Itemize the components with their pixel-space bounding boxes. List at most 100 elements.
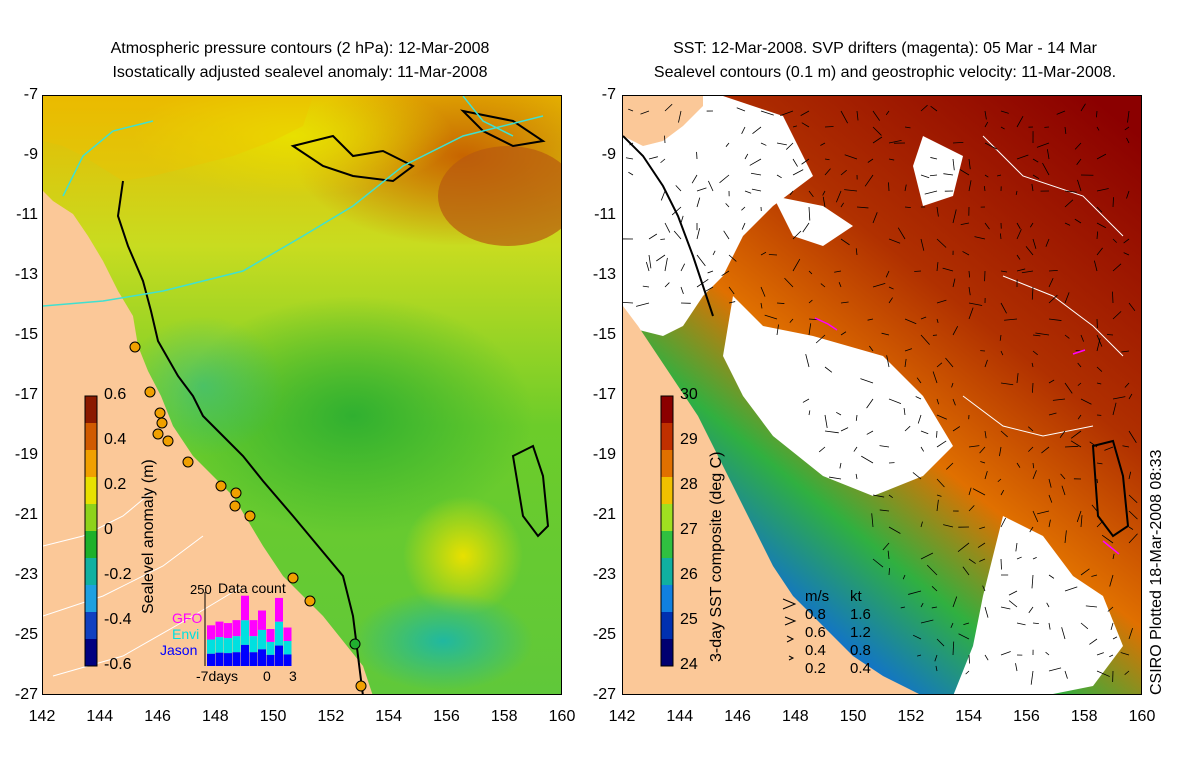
- count-bar-gfo: [215, 621, 224, 638]
- velocity-arrow: [950, 622, 954, 629]
- y-tick-label: -23: [592, 566, 616, 583]
- velocity-arrow: [1048, 318, 1062, 321]
- count-bar-gfo: [249, 620, 258, 637]
- velocity-arrow: [1128, 471, 1132, 480]
- velocity-arrow: [1064, 292, 1070, 304]
- velocity-arrow: [952, 278, 956, 288]
- count-bar-envi: [232, 636, 241, 653]
- y-tick-label: -25: [14, 626, 38, 643]
- velocity-arrow: [840, 331, 847, 336]
- colorbar-segment: [661, 639, 673, 667]
- velocity-arrow: [984, 110, 987, 120]
- x-tick-label: 152: [317, 708, 345, 725]
- velocity-arrow: [719, 174, 730, 184]
- velocity-arrow: [1128, 302, 1136, 312]
- velocity-arrow: [1041, 446, 1050, 454]
- velocity-arrow: [840, 202, 845, 208]
- velocity-arrow: [962, 251, 970, 256]
- velocity-arrow: [1120, 652, 1130, 656]
- velocity-arrow: [801, 158, 810, 165]
- velocity-arrow: [915, 396, 922, 400]
- velocity-arrow: [1000, 382, 1014, 386]
- velocity-arrow: [888, 494, 893, 498]
- velocity-arrow: [656, 254, 666, 262]
- velocity-arrow: [1064, 530, 1067, 544]
- y-tick-label: -21: [14, 506, 38, 523]
- velocity-arrow: [936, 299, 947, 304]
- velocity-arrow: [1048, 269, 1058, 272]
- velocity-arrow: [984, 222, 990, 230]
- colorbar-tick-label: 0.4: [104, 431, 127, 448]
- velocity-kt: 1.6: [850, 606, 871, 623]
- velocity-arrow: [968, 445, 980, 448]
- colorbar-segment: [85, 585, 97, 613]
- velocity-arrow: [1048, 667, 1062, 672]
- count-bar-gfo: [283, 627, 292, 641]
- velocity-arrow: [805, 354, 810, 368]
- yellow-eddy: [403, 496, 523, 616]
- count-bar-envi: [275, 621, 283, 646]
- velocity-arrow: [931, 606, 938, 609]
- velocity-arrow: [952, 158, 955, 171]
- velocity-arrow: [835, 190, 842, 203]
- velocity-arrow: [671, 206, 682, 216]
- velocity-arrow: [1029, 222, 1034, 228]
- velocity-arrow: [623, 302, 634, 304]
- velocity-arrow: [930, 105, 938, 112]
- velocity-arrow: [1064, 222, 1071, 226]
- colorbar-segment: [661, 558, 673, 586]
- count-bar-gfo: [258, 610, 266, 630]
- y-tick-label: -17: [592, 386, 616, 403]
- velocity-arrow: [1032, 382, 1034, 393]
- velocity-arrow: [741, 126, 746, 134]
- velocity-arrow: [936, 440, 947, 448]
- x-tick-label: 148: [201, 708, 229, 725]
- velocity-arrow: [1021, 270, 1034, 274]
- colorbar-tick-label: 25: [680, 611, 698, 628]
- velocity-arrow: [888, 398, 902, 404]
- y-tick-label: -9: [601, 146, 616, 163]
- drifter-track-1: [814, 317, 838, 331]
- white-contour-2: [43, 535, 204, 617]
- velocity-arrow: [888, 182, 890, 192]
- velocity-arrow: [996, 174, 1002, 177]
- x-tick-label: 150: [839, 708, 867, 725]
- velocity-arrow: [1059, 430, 1066, 439]
- velocity-arrow: [1091, 504, 1098, 512]
- velocity-arrow: [1096, 247, 1103, 256]
- velocity-arrow: [1016, 222, 1021, 230]
- velocity-arrow: [789, 190, 794, 196]
- velocity-arrow: [844, 189, 858, 192]
- velocity-arrow: [1035, 332, 1050, 336]
- x-tick-label: 156: [433, 708, 460, 725]
- velocity-arrow: [1028, 606, 1034, 614]
- count-bar-jason: [249, 652, 258, 666]
- velocity-arrow: [664, 222, 671, 233]
- count-bar-jason: [232, 652, 241, 666]
- high-anomaly-core: [438, 146, 561, 246]
- velocity-arrow: [1008, 590, 1018, 596]
- velocity-arrow: [982, 585, 986, 592]
- velocity-arrow: [1109, 574, 1114, 587]
- velocity-arrow: [1112, 291, 1114, 304]
- count-bar-envi: [258, 629, 266, 650]
- velocity-arrow: [1032, 238, 1037, 249]
- velocity-arrow: [1109, 654, 1114, 658]
- velocity-arrow: [1123, 238, 1130, 244]
- velocity-arrow: [1048, 412, 1057, 416]
- velocity-arrow: [1031, 574, 1034, 589]
- velocity-arrow: [920, 619, 934, 624]
- velocity-arrow: [968, 158, 971, 170]
- velocity-arrow: [984, 430, 987, 439]
- velocity-arrow: [866, 430, 874, 435]
- velocity-arrow: [1070, 440, 1082, 448]
- velocity-arrow: [1016, 373, 1019, 384]
- pressure-contour-2: [62, 120, 154, 197]
- data-count-title: Data count: [218, 580, 286, 596]
- velocity-arrow: [1046, 149, 1050, 160]
- velocity-arrow: [1074, 218, 1082, 224]
- velocity-arrow: [704, 286, 714, 293]
- x-tick-label: 142: [608, 708, 636, 725]
- velocity-arrow: [1112, 636, 1118, 640]
- velocity-arrow: [1025, 246, 1034, 256]
